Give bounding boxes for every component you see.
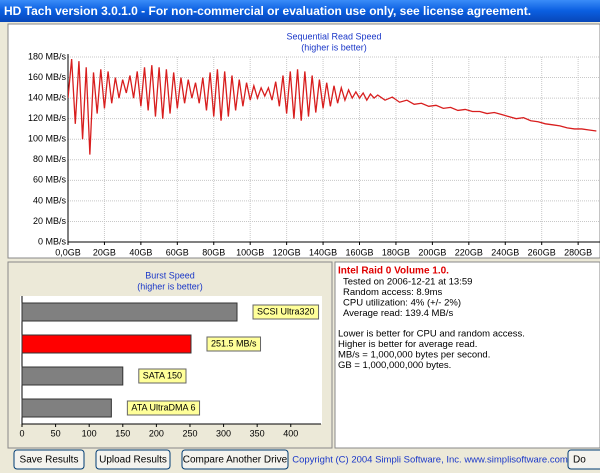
window-title: HD Tach version 3.0.1.0 - For non-commer… (4, 4, 531, 18)
x-tick-label: 0 (19, 428, 24, 438)
x-tick-label: 80GB (202, 247, 225, 257)
info-note: Lower is better for CPU and random acces… (338, 329, 525, 340)
button-label[interactable]: Save Results (20, 455, 79, 466)
x-tick-label: 400 (283, 428, 298, 438)
x-tick-label: 180GB (382, 247, 410, 257)
info-line: Tested on 2006-12-21 at 13:59 (343, 277, 472, 288)
x-tick-label: 100GB (236, 247, 264, 257)
chart-title: Sequential Read Speed (286, 31, 381, 41)
value-label: 251.5 MB/s (211, 338, 257, 348)
y-tick-label: 120 MB/s (28, 113, 67, 123)
x-tick-label: 20GB (93, 247, 116, 257)
bar-label-box (126, 400, 201, 416)
read-panel (7, 23, 600, 259)
buttons: Save Results Upload Results Compare Anot… (13, 449, 600, 470)
bar (21, 302, 238, 322)
x-tick-label: 300 (216, 428, 231, 438)
info-note: Higher is better for average read. (338, 339, 477, 350)
button-label[interactable]: Upload Results (99, 455, 167, 466)
x-tick-label: 240GB (491, 247, 519, 257)
y-tick-label: 20 MB/s (33, 216, 67, 226)
x-tick-label: 120GB (273, 247, 301, 257)
x-tick-label: 350 (250, 428, 265, 438)
y-tick-label: 60 MB/s (33, 175, 67, 185)
info-note: GB = 1,000,000,000 bytes. (338, 360, 451, 371)
bar-label-box (138, 368, 187, 384)
x-tick-label: 250 (182, 428, 197, 438)
bar (21, 398, 112, 418)
bar-category-label: SATA 150 (143, 370, 182, 380)
x-tick-label: 280GB (564, 247, 592, 257)
y-tick-label: 40 MB/s (33, 195, 67, 205)
info-line: Average read: 139.4 MB/s (343, 308, 453, 319)
y-tick-label: 0 MB/s (38, 236, 67, 246)
x-tick-label: 100 (82, 428, 97, 438)
button-label[interactable]: Do (573, 455, 586, 466)
x-tick-label: 200 (149, 428, 164, 438)
x-tick-label: 160GB (345, 247, 373, 257)
button[interactable] (181, 449, 289, 470)
x-tick-label: 150 (115, 428, 130, 438)
chart-subtitle: (higher is better) (137, 281, 203, 291)
copyright: Copyright (C) 2004 Simpli Software, Inc.… (292, 455, 568, 466)
y-tick-label: 160 MB/s (28, 72, 67, 82)
y-tick-label: 80 MB/s (33, 154, 67, 164)
bar-label-box (206, 336, 262, 352)
x-tick-label: 0,0GB (55, 247, 81, 257)
x-tick-label: 200GB (418, 247, 446, 257)
y-tick-label: 140 MB/s (28, 92, 67, 102)
info-panel (334, 261, 600, 449)
y-tick-label: 100 MB/s (28, 134, 67, 144)
info-note: MB/s = 1,000,000 bytes per second. (338, 350, 490, 361)
read-line (68, 58, 597, 155)
x-tick-label: 260GB (528, 247, 556, 257)
button[interactable] (13, 449, 85, 470)
chart-subtitle: (higher is better) (301, 42, 367, 52)
button[interactable] (567, 449, 600, 470)
drive-name: Intel Raid 0 Volume 1.0. (338, 266, 449, 277)
bar-label-box (252, 304, 320, 320)
button[interactable] (95, 449, 171, 470)
x-tick-label: 220GB (455, 247, 483, 257)
bar-category-label: ATA UltraDMA 6 (131, 402, 195, 412)
bar (21, 366, 124, 386)
info-line: CPU utilization: 4% (+/- 2%) (343, 298, 461, 309)
button-label[interactable]: Compare Another Drive (183, 455, 288, 466)
chart-title: Burst Speed (145, 270, 195, 280)
bar (21, 334, 192, 354)
y-tick-label: 180 MB/s (28, 51, 67, 61)
x-tick-label: 40GB (129, 247, 152, 257)
info-line: Random access: 8.9ms (343, 287, 443, 298)
x-tick-label: 60GB (166, 247, 189, 257)
title-bar (0, 0, 600, 22)
x-tick-label: 50 (51, 428, 61, 438)
bar-category-label: SCSI Ultra320 (257, 306, 315, 316)
x-tick-label: 140GB (309, 247, 337, 257)
